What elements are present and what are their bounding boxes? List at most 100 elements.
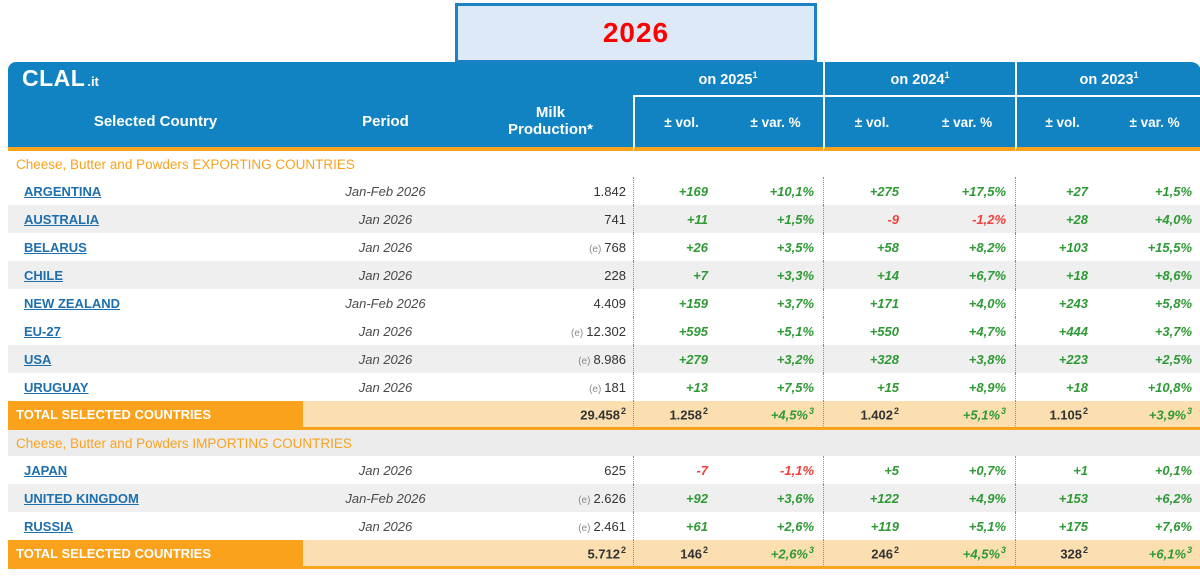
footnote-marker: 3 (1187, 405, 1193, 416)
period-cell: Jan 2026 (303, 317, 468, 345)
table-row: CHILE Jan 2026 228 +7 +3,3% +14 +6,7% +18 +8,6% (8, 261, 1200, 289)
vol-cell: +7 (633, 261, 728, 289)
period-cell: Jan 2026 (303, 233, 468, 261)
footnote-marker: 2 (620, 405, 626, 416)
footnote-marker: 1 (752, 69, 758, 80)
country-link[interactable]: URUGUAY (24, 379, 89, 395)
year-box: 2026 (455, 3, 817, 63)
table-header-columns-row: Selected Country Period Milk Production*… (8, 95, 1200, 151)
footnote-marker: 2 (1083, 405, 1089, 416)
column-header-milk-production: Milk Production* (468, 95, 633, 151)
var-cell: +8,2% (919, 233, 1016, 261)
section-header-row: Cheese, Butter and Powders IMPORTING COU… (8, 430, 1200, 456)
year-group-label: on 2023 (1079, 71, 1134, 88)
country-link[interactable]: ARGENTINA (24, 183, 102, 199)
vol-cell: +122 (823, 484, 920, 512)
total-row: TOTAL SELECTED COUNTRIES 5.7122 1462 +2,6%3… (8, 540, 1200, 569)
total-row: TOTAL SELECTED COUNTRIES 29.4582 1.2582 +4,… (8, 401, 1200, 430)
milk-production-cell: 741 (468, 205, 633, 233)
total-var-cell: +4,5%3 (919, 540, 1016, 569)
table-row: EU-27 Jan 2026 (e) 12.302 +595 +5,1% +550 +4,7%… (8, 317, 1200, 345)
vol-cell: +550 (823, 317, 920, 345)
vol-cell: +444 (1015, 317, 1109, 345)
estimate-flag: (e) (589, 243, 602, 255)
clal-logo-suffix: .it (87, 74, 99, 89)
var-cell: +0,1% (1108, 456, 1200, 484)
table-row: AUSTRALIA Jan 2026 741 +11 +1,5% -9 -1,2% +28 +4… (8, 205, 1200, 233)
column-header-period: Period (303, 95, 468, 151)
total-milk-cell: 5.7122 (468, 540, 633, 569)
milk-production-cell: (e) 2.626 (468, 484, 633, 512)
table-header-group-row: CLAL .it on 20251 on 20241 on 20231 (8, 62, 1200, 95)
vol-cell: +175 (1015, 512, 1109, 540)
footnote-marker: 2 (894, 544, 900, 555)
year-group-label: on 2024 (890, 71, 945, 88)
var-cell: +15,5% (1108, 233, 1200, 261)
period-cell: Jan-Feb 2026 (303, 484, 468, 512)
footnote-marker: 3 (809, 405, 815, 416)
total-vol-cell: 3282 (1015, 540, 1109, 569)
country-cell: USA (8, 345, 303, 373)
country-link[interactable]: RUSSIA (24, 518, 74, 534)
var-cell: +17,5% (919, 177, 1016, 205)
country-link[interactable]: USA (24, 351, 52, 367)
brand-logo[interactable]: CLAL .it (8, 62, 633, 95)
estimate-flag: (e) (578, 522, 591, 534)
vol-cell: +169 (633, 177, 728, 205)
country-link[interactable]: UNITED KINGDOM (24, 490, 139, 506)
country-cell: BELARUS (8, 233, 303, 261)
table-row: NEW ZEALAND Jan-Feb 2026 4.409 +159 +3,7% +17… (8, 289, 1200, 317)
column-header-vol-2025: ± vol. (633, 95, 728, 151)
var-cell: +3,7% (728, 289, 824, 317)
country-cell: NEW ZEALAND (8, 289, 303, 317)
footnote-marker: 3 (1001, 405, 1007, 416)
vol-cell: +243 (1015, 289, 1109, 317)
var-cell: +3,2% (728, 345, 824, 373)
country-cell: JAPAN (8, 456, 303, 484)
table-row: RUSSIA Jan 2026 (e) 2.461 +61 +2,6% +119 +5,1% +… (8, 512, 1200, 540)
section-header-row: Cheese, Butter and Powders EXPORTING COU… (8, 151, 1200, 177)
var-cell: +3,8% (919, 345, 1016, 373)
total-var-cell: +3,9%3 (1108, 401, 1200, 430)
country-link[interactable]: AUSTRALIA (24, 211, 100, 227)
vol-cell: +13 (633, 373, 728, 401)
var-cell: -1,2% (919, 205, 1016, 233)
total-period-cell (303, 401, 468, 430)
var-cell: +3,3% (728, 261, 824, 289)
country-link[interactable]: JAPAN (24, 462, 68, 478)
var-cell: +8,6% (1108, 261, 1200, 289)
country-link[interactable]: CHILE (24, 267, 63, 283)
var-cell: +5,1% (919, 512, 1016, 540)
column-header-var-2025: ± var. % (728, 95, 824, 151)
vol-cell: +328 (823, 345, 920, 373)
country-cell: RUSSIA (8, 512, 303, 540)
var-cell: +1,5% (728, 205, 824, 233)
total-var-cell: +4,5%3 (728, 401, 824, 430)
milk-production-cell: (e) 181 (468, 373, 633, 401)
country-link[interactable]: EU-27 (24, 323, 61, 339)
vol-cell: +153 (1015, 484, 1109, 512)
total-var-cell: +2,6%3 (728, 540, 824, 569)
total-vol-cell: 1.4022 (823, 401, 920, 430)
table-row: URUGUAY Jan 2026 (e) 181 +13 +7,5% +15 +8,9% +18… (8, 373, 1200, 401)
period-cell: Jan 2026 (303, 456, 468, 484)
footnote-marker: 3 (1001, 544, 1007, 555)
country-cell: UNITED KINGDOM (8, 484, 303, 512)
total-label: TOTAL SELECTED COUNTRIES (8, 401, 303, 430)
country-link[interactable]: BELARUS (24, 239, 87, 255)
vol-cell: +14 (823, 261, 920, 289)
column-header-vol-2023: ± vol. (1015, 95, 1109, 151)
var-cell: +6,2% (1108, 484, 1200, 512)
period-cell: Jan 2026 (303, 373, 468, 401)
vol-cell: +15 (823, 373, 920, 401)
footnote-marker: 2 (1083, 544, 1089, 555)
vol-cell: +159 (633, 289, 728, 317)
period-cell: Jan 2026 (303, 345, 468, 373)
vol-cell: +119 (823, 512, 920, 540)
var-cell: +5,1% (728, 317, 824, 345)
milk-production-table: CLAL .it on 20251 on 20241 on 20231 Selec… (8, 62, 1200, 569)
vol-cell: +92 (633, 484, 728, 512)
milk-production-cell: 228 (468, 261, 633, 289)
country-link[interactable]: NEW ZEALAND (24, 295, 121, 311)
